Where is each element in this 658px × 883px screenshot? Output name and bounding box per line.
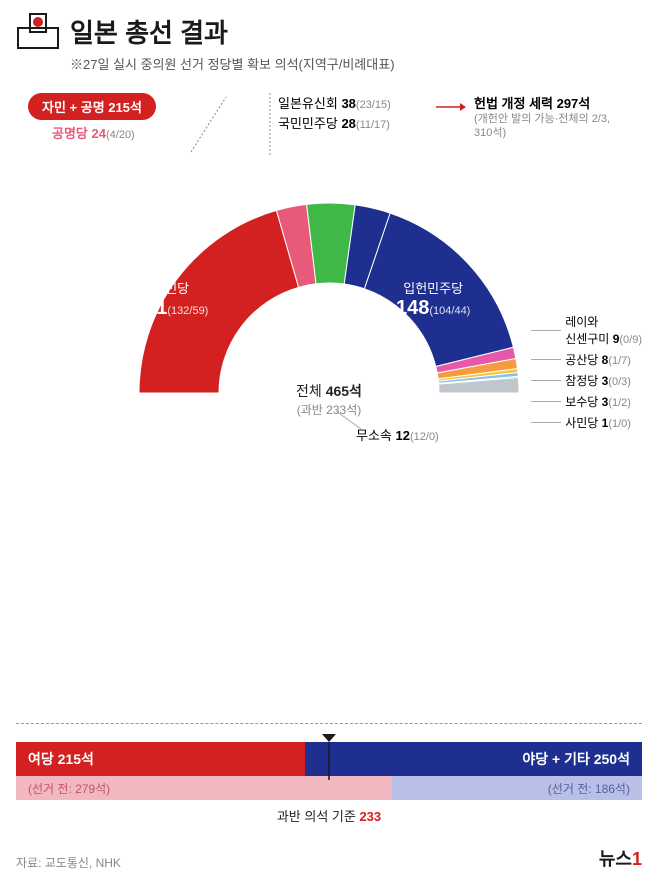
cdp-arc-label: 입헌민주당 148(104/44) xyxy=(396,278,470,320)
bar-section: 여당 215석 야당 + 기타 250석 (선거 전: 279석) (선거 전:… xyxy=(16,742,642,825)
independent-label: 무소속 12(12/0) xyxy=(356,425,439,444)
ballot-icon xyxy=(16,12,60,50)
independent-line xyxy=(336,411,366,431)
komei-label: 공명당 24(4/20) xyxy=(52,123,135,142)
bar-ruling: 여당 215석 xyxy=(16,742,305,776)
page-title: 일본 총선 결과 xyxy=(70,13,228,50)
amend-label: 헌법 개정 세력 297석 (개헌안 발의 가능·전체의 2/3,310석) xyxy=(474,93,610,141)
footer: 자료: 교도통신, NHK 뉴스1 xyxy=(16,845,642,871)
dotted-line-left xyxy=(191,97,231,157)
bar-opp: 야당 + 기타 250석 xyxy=(305,742,642,776)
arrow-icon xyxy=(436,101,466,113)
coalition-pill: 자민 + 공명 215석 xyxy=(28,93,156,120)
logo: 뉴스1 xyxy=(599,845,642,871)
bar-current: 여당 215석 야당 + 기타 250석 xyxy=(16,742,642,776)
source: 자료: 교도통신, NHK xyxy=(16,854,121,871)
majority-label: 과반 의석 기준 233 xyxy=(16,806,642,825)
subtitle: ※27일 실시 중의원 선거 정당별 확보 의석(지역구/비례대표) xyxy=(70,54,642,73)
divider xyxy=(16,723,642,724)
majority-marker xyxy=(322,734,336,780)
dotted-line-center xyxy=(269,93,271,157)
minor-list: 레이와신센구미 9(0/9)공산당 8(1/7)참정당 3(0/3)보수당 3(… xyxy=(531,313,642,435)
ldp-arc-label: 자민당 191(132/59) xyxy=(134,278,208,320)
arc-chart: 자민당 191(132/59) 입헌민주당 148(104/44) 전체 465… xyxy=(16,163,642,453)
ishin-label: 일본유신회 38(23/15) xyxy=(278,93,391,112)
bar-prev-opp: (선거 전: 186석) xyxy=(392,776,642,800)
top-labels: 자민 + 공명 215석 공명당 24(4/20) 일본유신회 38(23/15… xyxy=(16,93,642,163)
kokumin-label: 국민민주당 28(11/17) xyxy=(278,113,390,132)
